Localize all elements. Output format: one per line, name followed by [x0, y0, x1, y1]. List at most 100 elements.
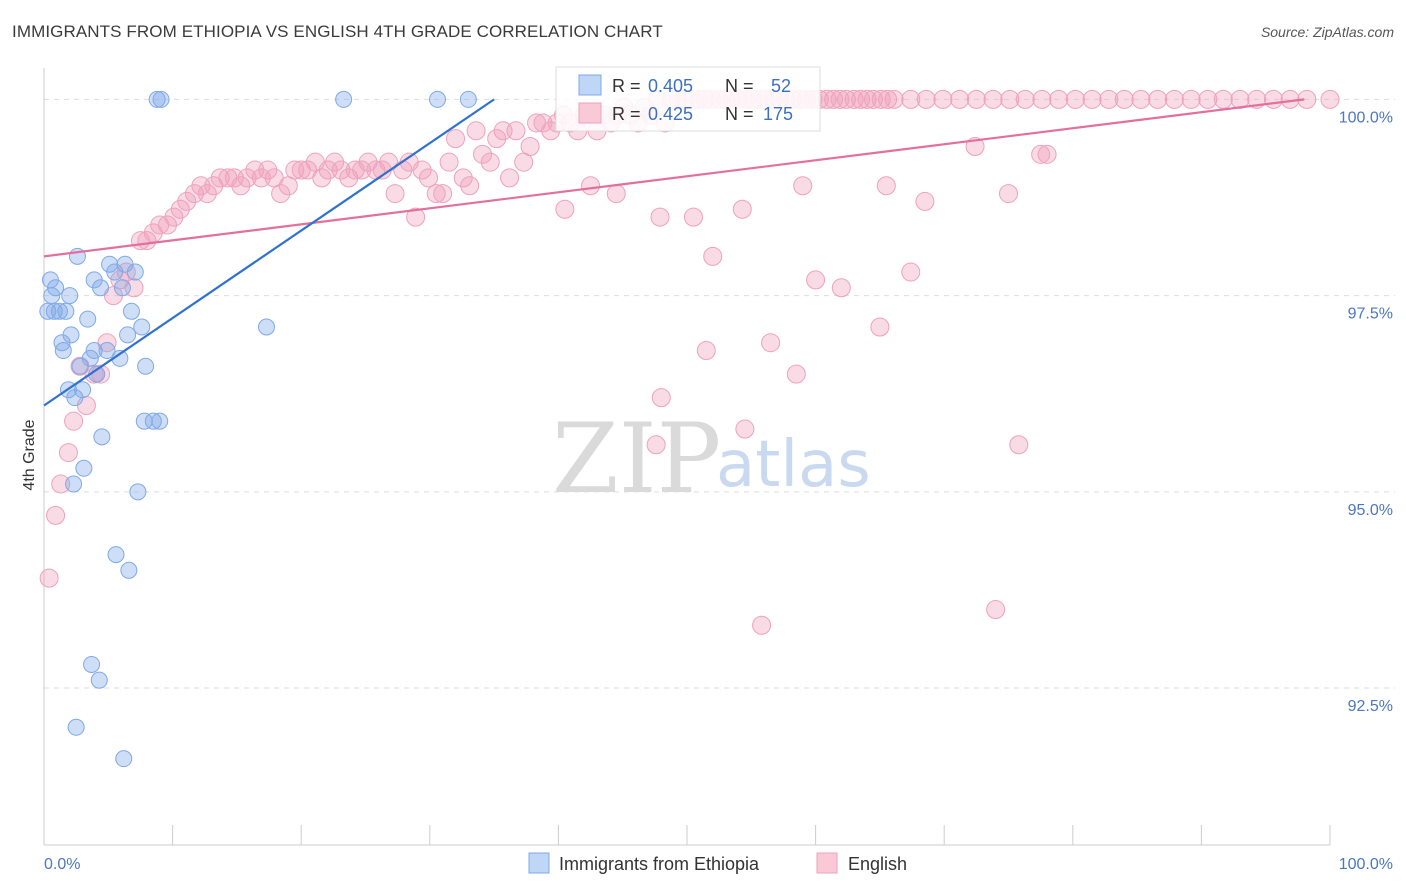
english-point-144 — [1181, 89, 1201, 109]
ethiopia-r-value: 0.405 — [648, 76, 693, 96]
english-r-label: R = — [612, 104, 641, 124]
english-point-24 — [197, 184, 217, 204]
ethiopia-point-46 — [148, 90, 166, 108]
english-point-174 — [793, 176, 813, 196]
english-point-123 — [863, 89, 883, 109]
english-point-158 — [703, 246, 723, 266]
ethiopia-point-17 — [74, 381, 92, 399]
english-point-136 — [1049, 89, 1069, 109]
ethiopia-point-19 — [79, 310, 97, 328]
english-point-72 — [520, 136, 540, 156]
english-n-label: N = — [725, 104, 754, 124]
english-point-61 — [446, 129, 466, 149]
english-point-19 — [164, 207, 184, 227]
english-point-142 — [1148, 89, 1168, 109]
english-point-139 — [1099, 89, 1119, 109]
chart-title: IMMIGRANTS FROM ETHIOPIA VS ENGLISH 4TH … — [12, 22, 663, 41]
legend-english-swatch[interactable] — [816, 852, 838, 874]
english-point-167 — [646, 435, 666, 455]
ethiopia-point-22 — [85, 342, 103, 360]
y-axis-label: 4th Grade — [21, 419, 38, 490]
english-point-58 — [426, 184, 446, 204]
english-point-163 — [696, 341, 716, 361]
ethiopia-point-34 — [115, 750, 133, 768]
english-point-118 — [830, 89, 850, 109]
english-point-129 — [933, 89, 953, 109]
english-point-153 — [555, 199, 575, 219]
english-point-122 — [857, 89, 877, 109]
english-point-119 — [836, 89, 856, 109]
english-point-140 — [1114, 89, 1134, 109]
ethiopia-point-18 — [75, 459, 93, 477]
watermark-zip: ZIP — [552, 403, 721, 515]
ethiopia-r-label: R = — [612, 76, 641, 96]
english-point-74 — [533, 113, 553, 133]
english-point-21 — [177, 191, 197, 211]
ethiopia-point-45 — [151, 412, 169, 430]
ethiopia-point-26 — [92, 279, 110, 297]
english-point-166 — [651, 388, 671, 408]
y-tick-label-2: 97.5% — [1348, 306, 1393, 323]
english-point-62 — [453, 168, 473, 188]
english-point-65 — [473, 144, 493, 164]
legend-ethiopia-label[interactable]: Immigrants from Ethiopia — [559, 854, 760, 874]
english-point-81 — [581, 176, 601, 196]
english-point-173 — [999, 184, 1018, 204]
x-tick-label-max: 100.0% — [1339, 856, 1393, 873]
ethiopia-point-43 — [137, 357, 155, 375]
english-r-value: 0.425 — [648, 104, 693, 124]
english-point-44 — [331, 160, 351, 180]
ethiopia-point-11 — [62, 326, 80, 344]
english-point-70 — [506, 121, 526, 141]
english-point-47 — [352, 160, 372, 180]
ethiopia-point-48 — [257, 318, 275, 336]
english-point-171 — [986, 600, 1006, 620]
ethiopia-point-0 — [39, 302, 57, 320]
english-point-33 — [258, 160, 278, 180]
english-point-155 — [650, 207, 670, 227]
english-point-130 — [950, 89, 970, 109]
english-point-128 — [916, 89, 936, 109]
source-label: Source: ZipAtlas.com — [1260, 24, 1394, 40]
english-point-138 — [1082, 89, 1102, 109]
english-point-157 — [732, 199, 752, 219]
english-point-177 — [1031, 144, 1051, 164]
x-tick-label-min: 0.0% — [44, 856, 80, 873]
legend-english-label[interactable]: English — [848, 854, 907, 874]
series-english-points — [39, 89, 1340, 635]
legend-ethiopia-swatch[interactable] — [528, 852, 550, 874]
ethiopia-point-25 — [90, 671, 108, 689]
english-point-162 — [870, 317, 890, 337]
stats-legend: R = 0.405 N = 52 R = 0.425 N = 175 — [555, 66, 821, 132]
english-point-154 — [606, 184, 626, 204]
ethiopia-point-14 — [67, 718, 85, 736]
ethiopia-point-8 — [57, 302, 75, 320]
ethiopia-point-12 — [65, 475, 83, 493]
english-point-149 — [1263, 89, 1283, 109]
english-point-133 — [1000, 89, 1020, 109]
english-point-69 — [500, 168, 520, 188]
english-point-60 — [439, 152, 459, 172]
ethiopia-point-49 — [335, 90, 353, 108]
english-point-165 — [786, 364, 806, 384]
ethiopia-point-39 — [126, 263, 144, 281]
ethiopia-point-33 — [113, 279, 131, 297]
ethiopia-point-42 — [135, 412, 153, 430]
english-point-35 — [271, 184, 291, 204]
english-point-67 — [487, 129, 507, 149]
english-point-126 — [884, 89, 904, 109]
ethiopia-point-27 — [93, 428, 111, 446]
x-axis-ticks — [43, 825, 1331, 845]
english-point-176 — [1037, 144, 1057, 164]
english-point-135 — [1032, 89, 1052, 109]
y-tick-label-3: 100.0% — [1339, 109, 1393, 126]
ethiopia-point-51 — [459, 90, 477, 108]
ethiopia-trendline — [43, 98, 495, 407]
english-swatch — [578, 102, 602, 124]
english-point-57 — [419, 168, 439, 188]
english-point-26 — [210, 168, 230, 188]
ethiopia-point-40 — [129, 483, 147, 501]
english-point-161 — [901, 262, 921, 282]
watermark: ZIP atlas — [552, 403, 871, 515]
english-point-169 — [1009, 435, 1029, 455]
